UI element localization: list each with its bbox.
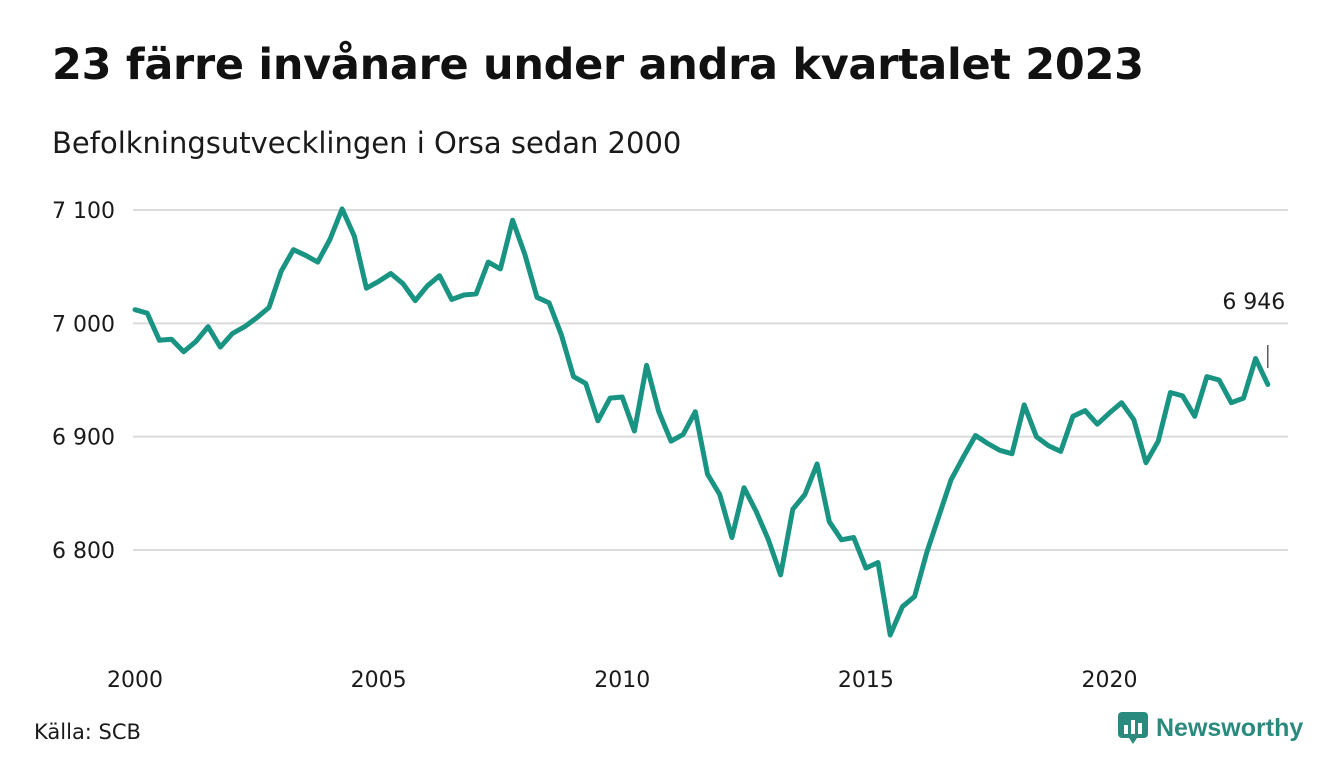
series-line [132,206,1271,638]
brand-name: Newsworthy [1156,713,1304,742]
y-tick-label: 6 900 [52,426,115,451]
x-tick-label: 2005 [351,668,407,693]
y-tick-label: 7 000 [52,312,115,337]
x-tick-label: 2020 [1081,668,1137,693]
brand-logo: Newsworthy [1118,712,1303,744]
x-tick-label: 2010 [594,668,650,693]
end-value-label: 6 946 [1222,290,1285,315]
newsworthy-logo-icon [1118,712,1148,744]
y-tick-label: 6 800 [52,539,115,564]
y-tick-label: 7 100 [52,199,115,224]
chart-title: 23 färre invånare under andra kvartalet … [52,40,1144,90]
x-tick-label: 2000 [107,668,163,693]
chart-subtitle: Befolkningsutvecklingen i Orsa sedan 200… [52,126,682,160]
source-note: Källa: SCB [34,720,141,744]
x-tick-label: 2015 [838,668,894,693]
